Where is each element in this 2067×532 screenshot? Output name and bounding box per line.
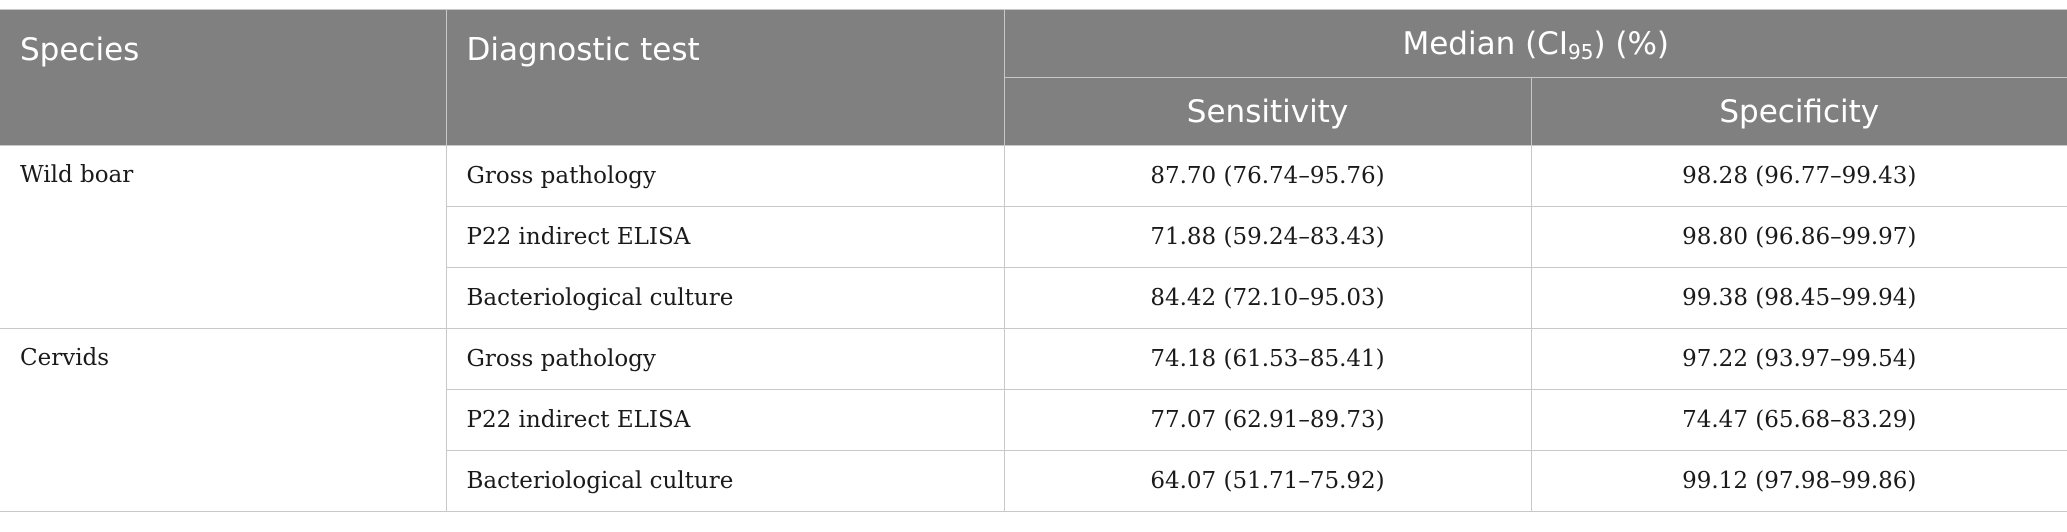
table-row: Wild boar Gross pathology 87.70 (76.74–9…	[0, 145, 2067, 329]
results-table: Species Diagnostic test Median (CI95) (%…	[0, 9, 2067, 512]
table-row: P22 indirect ELISA 71.88 (59.24–83.43) 9…	[0, 206, 2067, 268]
test-cell: P22 indirect ELISA	[446, 206, 1005, 268]
header-diagnostic-test: Diagnostic test	[445, 9, 1005, 146]
table-body: Wild boar Gross pathology 87.70 (76.74–9…	[0, 145, 2067, 512]
sensitivity-cell: 77.07 (62.91–89.73)	[1003, 389, 1532, 451]
header-specificity: Specificity	[1530, 77, 2067, 146]
table-header: Species Diagnostic test Median (CI95) (%…	[0, 9, 2067, 146]
header-median-suffix: ) (%)	[1593, 25, 1670, 62]
test-cell: Bacteriological culture	[446, 450, 1005, 512]
test-cell: P22 indirect ELISA	[446, 389, 1005, 451]
test-cell: Gross pathology	[445, 328, 1005, 390]
sensitivity-cell: 87.70 (76.74–95.76)	[1003, 145, 1532, 207]
header-species: Species	[0, 9, 447, 146]
species-cell: Cervids	[0, 328, 447, 512]
specificity-cell: 99.12 (97.98–99.86)	[1530, 450, 2067, 512]
sensitivity-cell: 71.88 (59.24–83.43)	[1003, 206, 1532, 268]
header-median-prefix: Median (CI	[1402, 25, 1568, 62]
specificity-cell: 98.28 (96.77–99.43)	[1530, 145, 2067, 207]
sensitivity-cell: 64.07 (51.71–75.92)	[1003, 450, 1532, 512]
table-row: Bacteriological culture 64.07 (51.71–75.…	[0, 450, 2067, 512]
specificity-cell: 98.80 (96.86–99.97)	[1530, 206, 2067, 268]
test-cell: Bacteriological culture	[446, 267, 1005, 329]
header-median-subscript: 95	[1567, 39, 1594, 64]
test-cell: Gross pathology	[445, 145, 1005, 207]
sensitivity-cell: 84.42 (72.10–95.03)	[1003, 267, 1532, 329]
sensitivity-cell: 74.18 (61.53–85.41)	[1003, 328, 1532, 390]
table-row: Cervids Gross pathology 74.18 (61.53–85.…	[0, 328, 2067, 512]
species-cell: Wild boar	[0, 145, 447, 329]
header-median-ci: Median (CI95) (%)	[1003, 9, 2067, 78]
header-sensitivity: Sensitivity	[1004, 77, 1532, 146]
specificity-cell: 97.22 (93.97–99.54)	[1530, 328, 2067, 390]
specificity-cell: 74.47 (65.68–83.29)	[1530, 389, 2067, 451]
table-row: Bacteriological culture 84.42 (72.10–95.…	[0, 267, 2067, 329]
specificity-cell: 99.38 (98.45–99.94)	[1530, 267, 2067, 329]
